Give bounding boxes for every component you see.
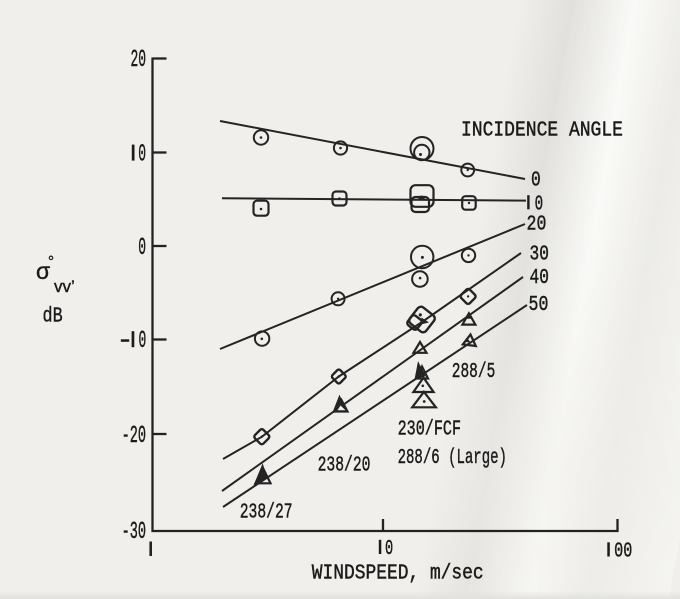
svg-text:σ: σ <box>36 258 50 284</box>
svg-text:INCIDENCE ANGLE: INCIDENCE ANGLE <box>461 118 623 142</box>
svg-text:238/27: 238/27 <box>240 501 293 524</box>
svg-text:0: 0 <box>535 193 544 216</box>
svg-text:dB: dB <box>43 304 63 328</box>
svg-text:288/5: 288/5 <box>452 361 495 384</box>
svg-text:-20: -20 <box>122 422 146 449</box>
svg-text:40: 40 <box>530 265 549 290</box>
svg-text:238/20: 238/20 <box>318 454 371 477</box>
svg-text:20: 20 <box>527 212 547 236</box>
svg-text:20: 20 <box>130 46 146 73</box>
svg-text:°: ° <box>48 253 54 270</box>
svg-text:30: 30 <box>530 241 549 266</box>
svg-text:0: 0 <box>385 537 393 561</box>
svg-text:0: 0 <box>139 327 147 354</box>
svg-text:-30: -30 <box>122 518 146 545</box>
svg-text:50: 50 <box>529 292 549 316</box>
svg-text:0: 0 <box>531 167 541 192</box>
svg-text:288/6 (Large): 288/6 (Large) <box>398 446 507 470</box>
svg-text:vv’: vv’ <box>54 277 75 296</box>
svg-text:WINDSPEED, m/sec: WINDSPEED, m/sec <box>312 561 484 585</box>
svg-text:230/FCF: 230/FCF <box>398 419 461 442</box>
svg-text:00: 00 <box>614 540 632 563</box>
svg-text:0: 0 <box>138 141 146 168</box>
svg-text:0: 0 <box>138 234 146 261</box>
